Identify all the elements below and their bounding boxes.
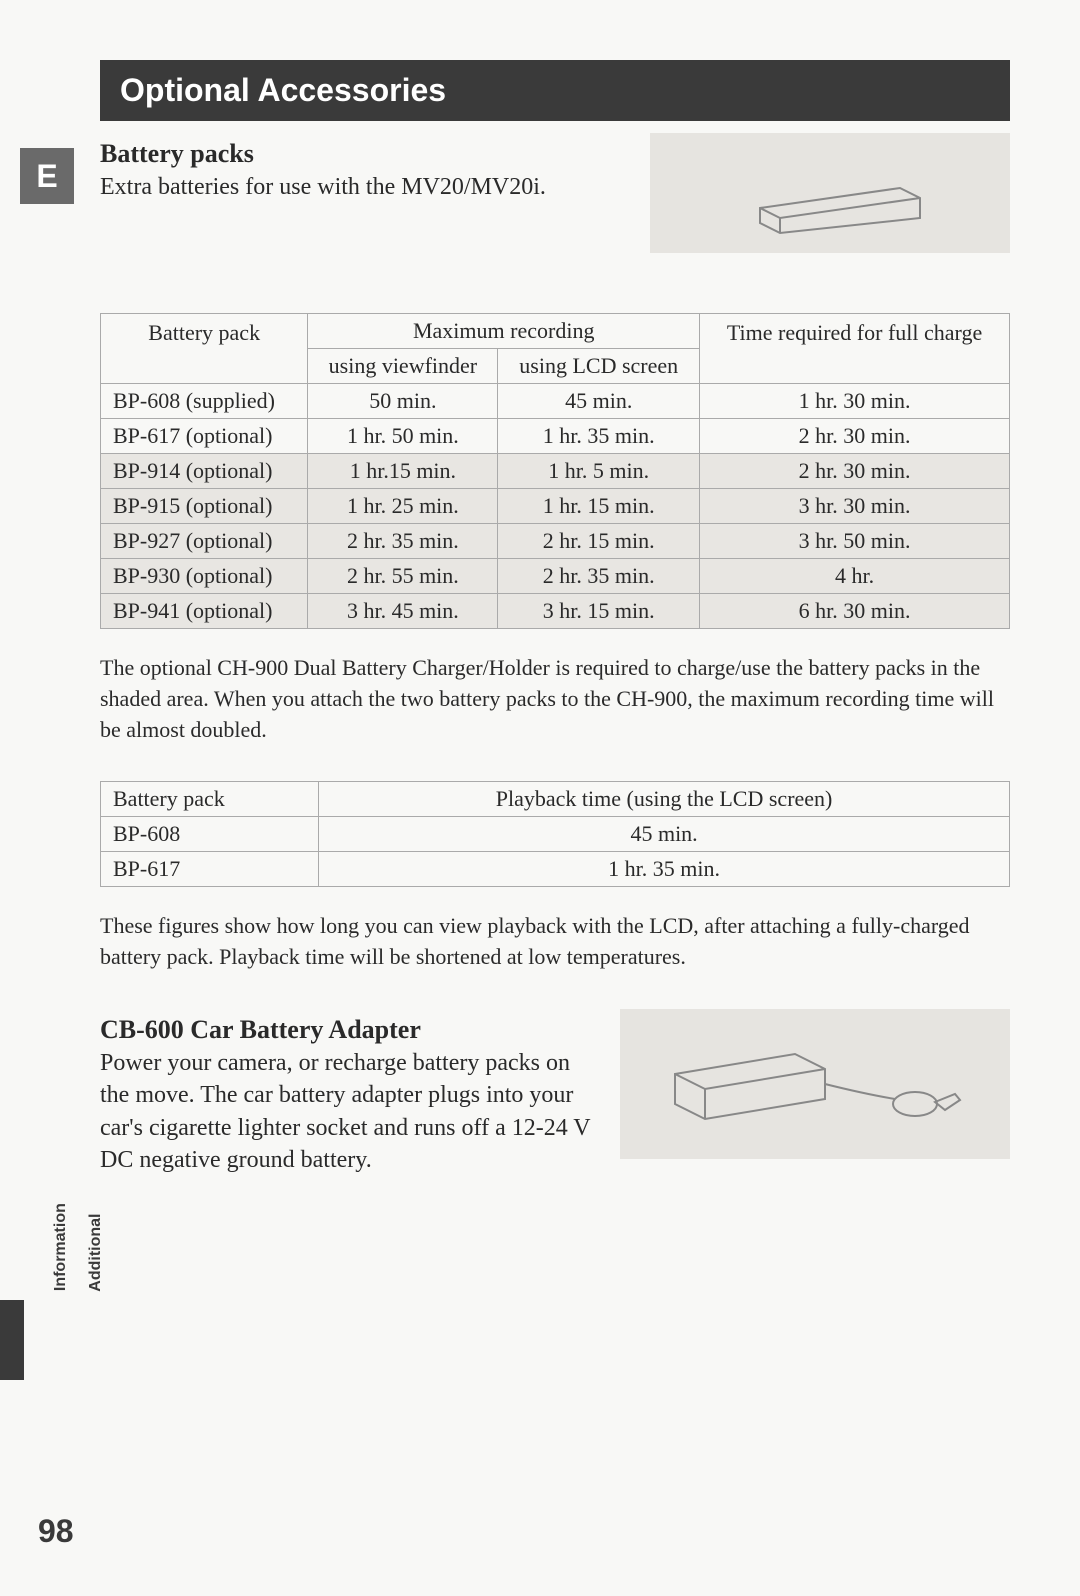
cell-battery-pack: BP-608 (supplied) <box>101 384 308 419</box>
section-header: Optional Accessories <box>100 60 1010 121</box>
cell-battery-pack: BP-930 (optional) <box>101 559 308 594</box>
cell-full-charge: 6 hr. 30 min. <box>700 594 1010 629</box>
language-tab: E <box>20 148 74 204</box>
cell-full-charge: 4 hr. <box>700 559 1010 594</box>
cell-battery-pack: BP-915 (optional) <box>101 489 308 524</box>
cell-battery-pack: BP-617 (optional) <box>101 419 308 454</box>
table-row: BP-617 (optional)1 hr. 50 min.1 hr. 35 m… <box>101 419 1010 454</box>
battery-packs-intro-row: Battery packs Extra batteries for use wi… <box>100 133 1010 253</box>
cell-battery-pack: BP-914 (optional) <box>101 454 308 489</box>
table-header-row-1: Battery pack Maximum recording Time requ… <box>101 314 1010 349</box>
ch900-note: The optional CH-900 Dual Battery Charger… <box>100 653 1010 745</box>
table-row: BP-930 (optional)2 hr. 55 min.2 hr. 35 m… <box>101 559 1010 594</box>
col-playback: Playback time (using the LCD screen) <box>319 782 1010 817</box>
cell-battery-pack: BP-941 (optional) <box>101 594 308 629</box>
cell-battery-pack: BP-927 (optional) <box>101 524 308 559</box>
cb600-row: CB-600 Car Battery Adapter Power your ca… <box>100 1009 1010 1177</box>
cell-lcd: 2 hr. 15 min. <box>498 524 700 559</box>
cell-lcd: 1 hr. 5 min. <box>498 454 700 489</box>
cell-viewfinder: 2 hr. 55 min. <box>308 559 498 594</box>
cell-full-charge: 3 hr. 30 min. <box>700 489 1010 524</box>
col-battery-pack: Battery pack <box>101 314 308 384</box>
col-full-charge: Time required for full charge <box>700 314 1010 384</box>
cell-playback: 45 min. <box>319 817 1010 852</box>
spine-line-2: Information <box>52 1203 69 1291</box>
cell-viewfinder: 2 hr. 35 min. <box>308 524 498 559</box>
table-header-row: Battery pack Playback time (using the LC… <box>101 782 1010 817</box>
table-row: BP-914 (optional)1 hr.15 min.1 hr. 5 min… <box>101 454 1010 489</box>
cell-viewfinder: 1 hr. 25 min. <box>308 489 498 524</box>
spine-line-1: Additional <box>87 1213 104 1291</box>
cell-lcd: 45 min. <box>498 384 700 419</box>
table-row: BP-6171 hr. 35 min. <box>101 852 1010 887</box>
cb600-image <box>620 1009 1010 1159</box>
cell-lcd: 2 hr. 35 min. <box>498 559 700 594</box>
spine-label: Information Additional <box>34 1180 104 1300</box>
cell-viewfinder: 1 hr. 50 min. <box>308 419 498 454</box>
cell-lcd: 1 hr. 35 min. <box>498 419 700 454</box>
cell-full-charge: 2 hr. 30 min. <box>700 419 1010 454</box>
col-viewfinder: using viewfinder <box>308 349 498 384</box>
cell-battery-pack: BP-617 <box>101 852 319 887</box>
cell-viewfinder: 50 min. <box>308 384 498 419</box>
cell-full-charge: 1 hr. 30 min. <box>700 384 1010 419</box>
cell-lcd: 3 hr. 15 min. <box>498 594 700 629</box>
cb600-description: Power your camera, or recharge battery p… <box>100 1047 596 1177</box>
battery-recording-table: Battery pack Maximum recording Time requ… <box>100 313 1010 629</box>
cell-lcd: 1 hr. 15 min. <box>498 489 700 524</box>
cell-playback: 1 hr. 35 min. <box>319 852 1010 887</box>
cb600-text-block: CB-600 Car Battery Adapter Power your ca… <box>100 1009 596 1177</box>
col-lcd: using LCD screen <box>498 349 700 384</box>
cell-full-charge: 3 hr. 50 min. <box>700 524 1010 559</box>
cell-battery-pack: BP-608 <box>101 817 319 852</box>
car-adapter-icon <box>645 1024 985 1144</box>
table-row: BP-60845 min. <box>101 817 1010 852</box>
spine-tab <box>0 1300 24 1380</box>
battery-packs-description: Extra batteries for use with the MV20/MV… <box>100 171 626 203</box>
table-row: BP-915 (optional)1 hr. 25 min.1 hr. 15 m… <box>101 489 1010 524</box>
table-row: BP-927 (optional)2 hr. 35 min.2 hr. 15 m… <box>101 524 1010 559</box>
table-row: BP-941 (optional)3 hr. 45 min.3 hr. 15 m… <box>101 594 1010 629</box>
battery-pack-icon <box>720 148 940 238</box>
battery-pack-image <box>650 133 1010 253</box>
battery-packs-title: Battery packs <box>100 139 626 169</box>
col-max-recording: Maximum recording <box>308 314 700 349</box>
cell-full-charge: 2 hr. 30 min. <box>700 454 1010 489</box>
page-number: 98 <box>38 1513 74 1550</box>
cell-viewfinder: 1 hr.15 min. <box>308 454 498 489</box>
cell-viewfinder: 3 hr. 45 min. <box>308 594 498 629</box>
page-content: Optional Accessories Battery packs Extra… <box>0 0 1080 1237</box>
table-row: BP-608 (supplied)50 min.45 min.1 hr. 30 … <box>101 384 1010 419</box>
cb600-title: CB-600 Car Battery Adapter <box>100 1015 596 1045</box>
figures-note: These figures show how long you can view… <box>100 911 1010 973</box>
col-battery-pack-2: Battery pack <box>101 782 319 817</box>
playback-table: Battery pack Playback time (using the LC… <box>100 781 1010 887</box>
battery-packs-intro-text: Battery packs Extra batteries for use wi… <box>100 133 626 203</box>
